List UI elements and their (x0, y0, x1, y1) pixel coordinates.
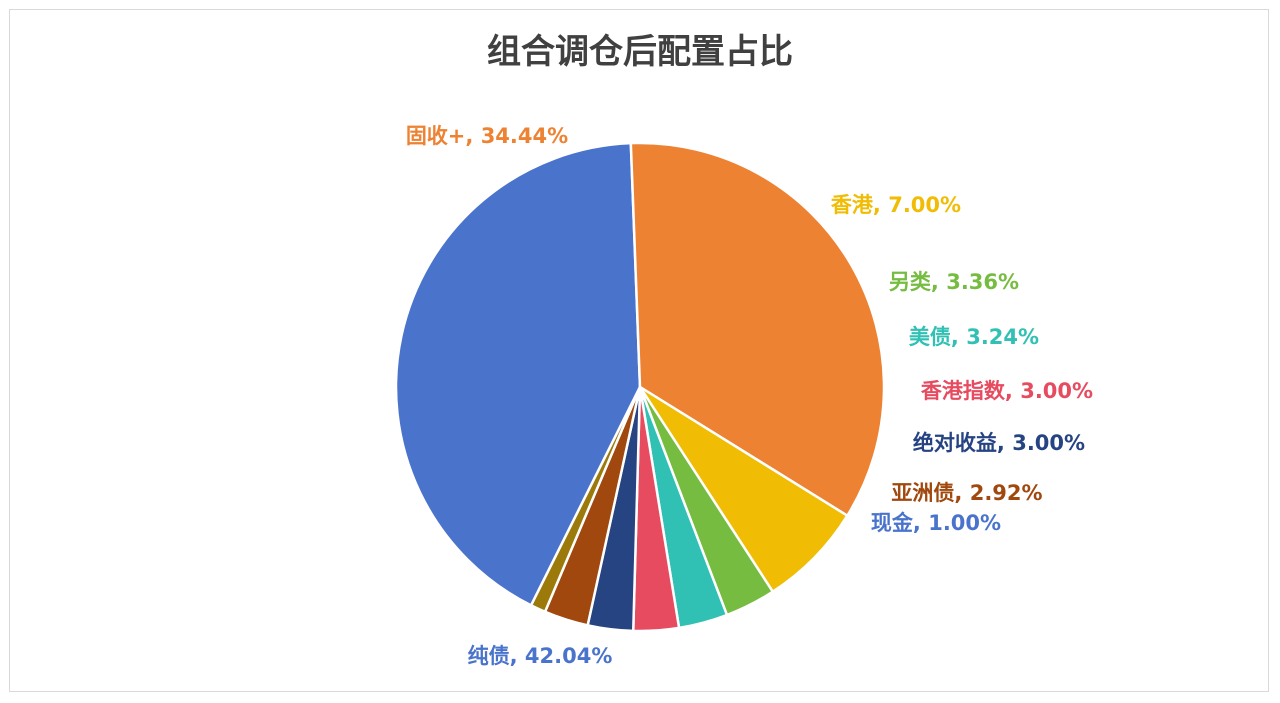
slice-label-7: 绝对收益, 3.00% (913, 431, 1085, 455)
pie-slice-2 (629, 141, 886, 518)
pie-slice-3 (638, 385, 850, 594)
slice-label-3: 香港, 7.00% (831, 193, 961, 217)
slice-label-2: 固收+, 34.44% (406, 124, 568, 148)
slice-label-6: 香港指数, 3.00% (921, 379, 1093, 403)
slice-label-8: 亚洲债, 2.92% (891, 481, 1042, 505)
slice-label-5: 美债, 3.24% (909, 325, 1039, 349)
pie-slice-9 (529, 386, 642, 614)
pie-labels: 纯债, 42.04% 固收+, 34.44% 香港, 7.00% 另类, 3.36% 美… (406, 124, 1093, 668)
pie-slices (394, 141, 886, 633)
slice-label-4: 另类, 3.36% (889, 270, 1019, 294)
slice-label-1: 纯债, 42.04% (468, 644, 613, 668)
pie-slice-1 (394, 141, 642, 608)
slice-label-9: 现金, 1.00% (871, 511, 1001, 535)
chart-title: 组合调仓后配置占比 (487, 32, 793, 72)
